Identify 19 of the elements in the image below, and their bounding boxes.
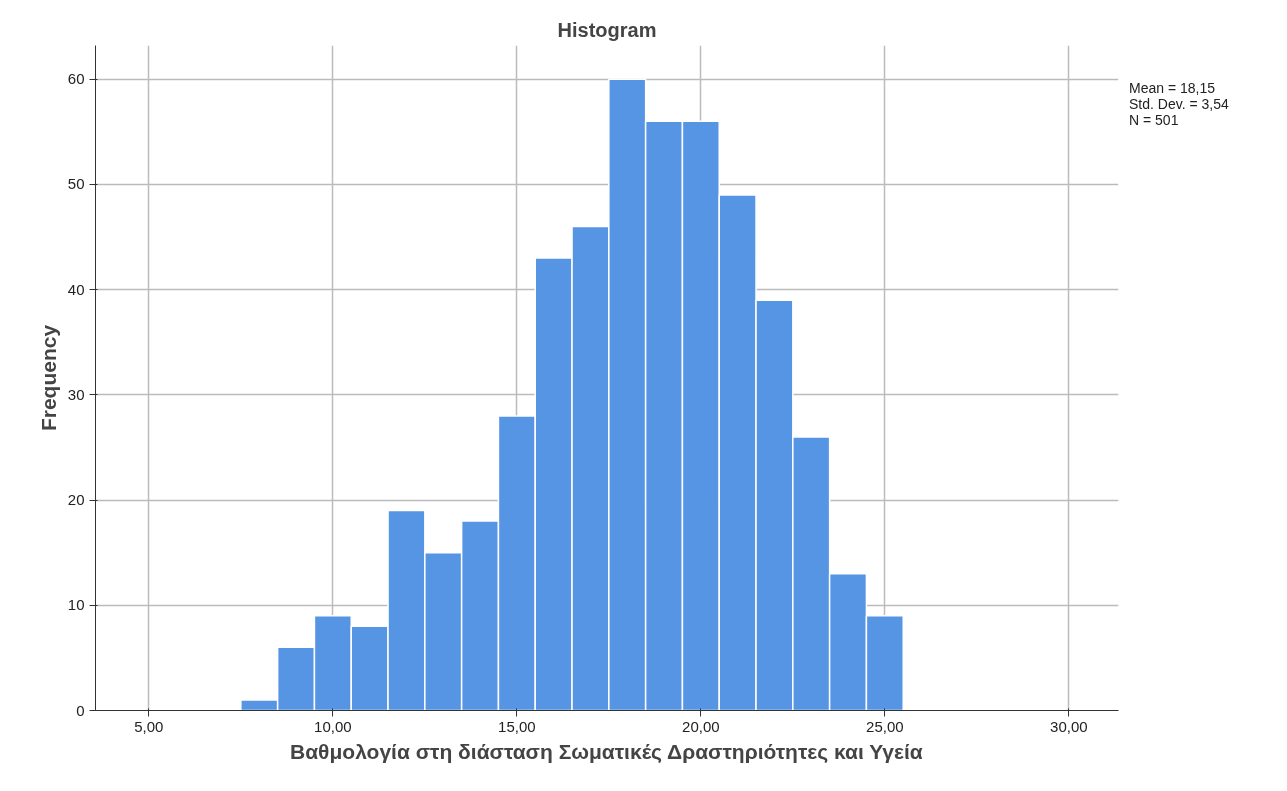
y-tick-label: 60 [67, 70, 85, 88]
x-tick-label: 5,00 [134, 717, 164, 735]
y-tick-label: 30 [67, 385, 85, 403]
y-axis-title: Frequency [36, 324, 60, 432]
x-tick-label: 15,00 [498, 717, 536, 735]
text: N = 501 [1129, 112, 1179, 128]
y-tick-label: 10 [67, 596, 85, 614]
x-axis-title: Βαθμολογία στη διάσταση Σωματικές Δραστηριότητες και Υγεία [290, 739, 923, 764]
y-tick-label: 20 [67, 491, 85, 509]
x-tick-label: 20,00 [682, 717, 720, 735]
x-tick-label: 25,00 [866, 717, 904, 735]
y-tick-label: 50 [67, 175, 85, 193]
x-tick-label: 10,00 [314, 717, 352, 735]
chart-title: Histogram [557, 18, 657, 41]
y-tick-label: 40 [67, 280, 85, 298]
y-tick-label: 0 [76, 701, 85, 719]
x-tick-label: 30,00 [1050, 717, 1088, 735]
text: Std. Dev. = 3,54 [1129, 96, 1229, 112]
text: Mean = 18,15 [1129, 80, 1216, 96]
